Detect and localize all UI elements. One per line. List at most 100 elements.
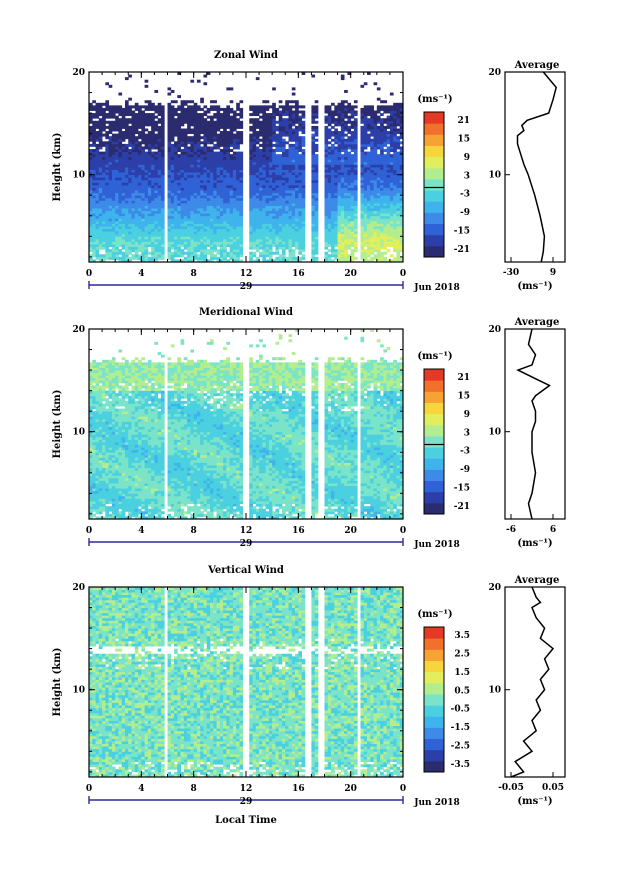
colorbar-segment (424, 716, 444, 728)
average-y-tick-label: 10 (488, 171, 501, 181)
x-tick-label: 0 (400, 784, 406, 794)
colorbar-segment (424, 638, 444, 650)
x-tick-label: 0 (400, 269, 406, 279)
average-profile: Average -0.05 0.05 10 20 (ms⁻¹) (488, 575, 566, 807)
colorbar-segment (424, 627, 444, 639)
average-frame (504, 328, 566, 520)
x-tick-label: 16 (292, 269, 305, 279)
colorbar-tick-label: 3 (464, 428, 470, 438)
x-tick-label: 8 (191, 526, 197, 536)
x-tick-label: 4 (138, 784, 144, 794)
colorbar-segment (424, 413, 444, 426)
colorbar-segment (424, 112, 444, 124)
heatmap-field (89, 587, 404, 778)
average-x-tick-label: -6 (506, 525, 516, 535)
colorbar-unit: (ms⁻¹) (417, 351, 452, 362)
colorbar-tick-label: -9 (460, 208, 470, 218)
average-y-tick-label: 10 (488, 428, 501, 438)
x-tick-label: 20 (344, 526, 357, 536)
date-label: Jun 2018 (413, 540, 460, 550)
average-profile: Average -6 6 10 20 (ms⁻¹) (488, 317, 566, 549)
colorbar-segment (424, 212, 444, 225)
colorbar-segment (424, 693, 444, 706)
colorbar-segment (424, 234, 444, 247)
colorbar-unit: (ms⁻¹) (417, 94, 452, 105)
x-tick-label: 0 (400, 526, 406, 536)
colorbar-segment (424, 749, 444, 762)
colorbar-unit: (ms⁻¹) (417, 609, 452, 620)
colorbar-segment (424, 369, 444, 381)
colorbar-segment (424, 705, 444, 717)
colorbar-segment (424, 424, 444, 437)
colorbar-segment (424, 649, 444, 661)
colorbar-frame (423, 111, 445, 258)
y-tick-label: 10 (72, 428, 85, 438)
x-axis-label: Local Time (215, 815, 277, 826)
average-x-tick-label: 0.05 (542, 783, 564, 793)
colorbar-segment (424, 402, 444, 415)
average-x-tick-label: -30 (503, 268, 519, 278)
y-tick-label: 10 (72, 171, 85, 181)
colorbar-tick-label: -21 (454, 502, 470, 512)
colorbar-tick-label: 21 (457, 116, 470, 126)
x-tick-label: 16 (292, 526, 305, 536)
colorbar-tick-label: -15 (454, 227, 470, 237)
colorbar-tick-label: 21 (457, 373, 470, 383)
colorbar-segment (424, 682, 444, 695)
colorbar-segment (424, 447, 444, 459)
colorbar-frame (423, 368, 445, 515)
date-label: Jun 2018 (413, 798, 460, 808)
colorbar-segment (424, 469, 444, 482)
colorbar-segment (424, 491, 444, 504)
y-tick-label: 20 (72, 325, 85, 335)
average-y-tick-label: 20 (488, 583, 501, 593)
average-x-tick-label: -0.05 (498, 783, 524, 793)
colorbar-tick-label: 15 (457, 391, 470, 401)
x-tick-label: 0 (86, 784, 92, 794)
panel-title: Vertical Wind (207, 565, 284, 576)
colorbar-segment (424, 760, 444, 773)
colorbar-tick-label: 2.5 (454, 649, 470, 659)
colorbar-segment (424, 727, 444, 740)
average-title: Average (514, 575, 560, 586)
colorbar-tick-label: -3 (460, 447, 470, 457)
colorbar-segment (424, 391, 444, 403)
colorbar-segment (424, 738, 444, 751)
date-label: Jun 2018 (413, 283, 460, 293)
colorbar-tick-label: 15 (457, 134, 470, 144)
colorbar-segment (424, 167, 444, 180)
colorbar-segment (424, 245, 444, 258)
average-frame (504, 71, 566, 263)
average-title: Average (514, 317, 560, 328)
average-line (516, 71, 558, 263)
x-tick-label: 20 (344, 784, 357, 794)
colorbar-segment (424, 201, 444, 213)
y-axis-label: Height (km) (52, 133, 63, 202)
x-tick-label: 20 (344, 269, 357, 279)
panel-vertical: Vertical Wind 0 4 8 12 16 20 0 10 20 Height (km) 29… (52, 565, 566, 808)
panel-meridional: Meridional Wind 0 4 8 12 16 20 0 10 20 Height (km)… (52, 307, 566, 550)
x-tick-label: 12 (240, 269, 253, 279)
colorbar-segment (424, 480, 444, 493)
colorbar-segment (424, 660, 444, 673)
colorbar-tick-label: 1.5 (454, 668, 470, 678)
colorbar-segment (424, 190, 444, 202)
y-tick-label: 20 (72, 68, 85, 78)
average-x-tick-label: 6 (550, 525, 556, 535)
x-tick-label: 0 (86, 269, 92, 279)
day-label: 29 (240, 539, 253, 549)
x-tick-label: 8 (191, 784, 197, 794)
colorbar-tick-label: 3.5 (454, 631, 470, 641)
average-y-tick-label: 10 (488, 686, 501, 696)
day-label: 29 (240, 797, 253, 807)
colorbar-tick-label: 3 (464, 171, 470, 181)
colorbar-segment (424, 178, 444, 191)
colorbar-tick-label: -15 (454, 484, 470, 494)
colorbar-segment (424, 145, 444, 158)
colorbar-tick-label: -21 (454, 245, 470, 255)
colorbar-segment (424, 380, 444, 392)
day-label: 29 (240, 282, 253, 292)
average-frame (504, 586, 566, 778)
colorbar-segment (424, 156, 444, 169)
